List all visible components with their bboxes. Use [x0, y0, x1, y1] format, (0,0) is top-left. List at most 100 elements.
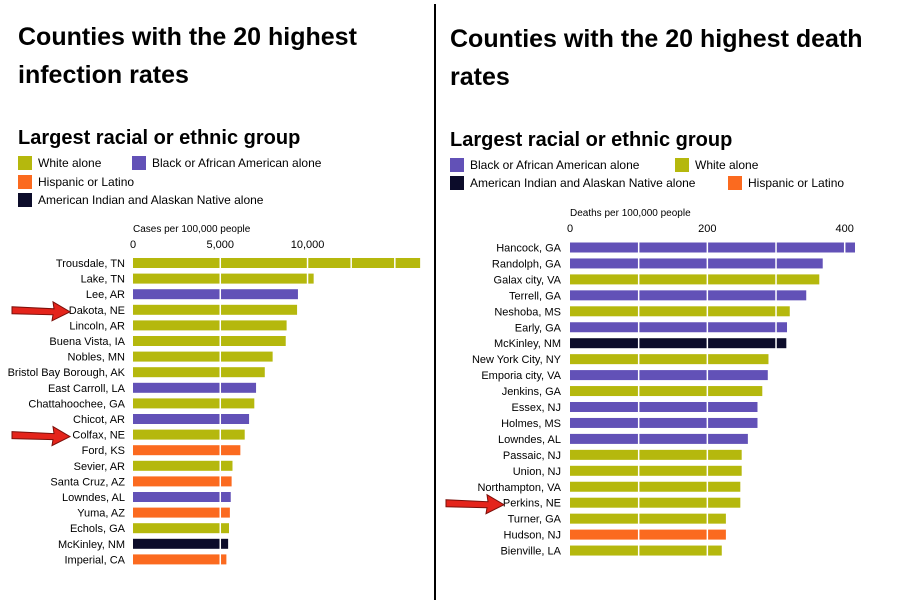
- bar: [570, 481, 741, 492]
- bar: [570, 433, 748, 444]
- legend-label: Hispanic or Latino: [748, 176, 845, 190]
- bar: [570, 258, 823, 269]
- legend-label: American Indian and Alaskan Native alone: [38, 193, 264, 207]
- bar: [133, 304, 298, 315]
- bar: [133, 554, 227, 565]
- category-label: Colfax, NE: [72, 430, 125, 442]
- bar: [570, 338, 787, 349]
- bar: [570, 465, 742, 476]
- legend-item-hispanic: Hispanic or Latino: [18, 175, 134, 189]
- bar: [133, 398, 255, 409]
- bar: [570, 242, 855, 253]
- legend-item-black: Black or African American alone: [450, 158, 639, 172]
- category-label: Perkins, NE: [503, 498, 561, 510]
- category-label: Lee, AR: [86, 289, 125, 301]
- bar: [133, 367, 265, 378]
- x-tick-label: 200: [698, 223, 716, 235]
- category-label: Hudson, NJ: [504, 530, 561, 542]
- legend-swatch: [450, 176, 464, 190]
- bar: [570, 306, 790, 317]
- category-label: Passaic, NJ: [503, 450, 561, 462]
- category-label: Bienville, LA: [500, 546, 561, 558]
- bar: [133, 414, 250, 424]
- bar: [570, 354, 769, 365]
- chart-title: Counties with the 20 highest infection r…: [18, 23, 357, 89]
- legend-item-native: American Indian and Alaskan Native alone: [18, 193, 263, 207]
- category-label: Dakota, NE: [69, 305, 125, 317]
- legend-item-black: Black or African American alone: [132, 156, 321, 170]
- bar: [570, 417, 758, 428]
- category-label: New York City, NY: [472, 354, 562, 366]
- category-label: Early, GA: [515, 322, 562, 334]
- bar: [133, 523, 229, 534]
- category-label: Essex, NJ: [511, 402, 561, 414]
- bar: [133, 476, 232, 487]
- legend-swatch: [18, 156, 32, 170]
- bar: [133, 382, 257, 393]
- legend-swatch: [450, 158, 464, 172]
- category-label: McKinley, NM: [58, 539, 125, 551]
- legend-label: Hispanic or Latino: [38, 175, 135, 189]
- infection-rates-panel: Counties with the 20 highest infection r…: [0, 0, 434, 603]
- category-label: Chicot, AR: [73, 414, 125, 426]
- bar: [570, 529, 726, 540]
- legend-item-white: White alone: [18, 156, 101, 170]
- death-rate-chart: Deaths per 100,000 people 0 200 400 Hancock,…: [445, 208, 855, 562]
- category-label: East Carroll, LA: [48, 383, 126, 395]
- bar: [570, 497, 741, 508]
- x-tick-label: 0: [130, 239, 136, 251]
- category-label: Trousdale, TN: [56, 258, 125, 270]
- red-arrow-icon: [11, 300, 72, 322]
- bar: [570, 545, 722, 556]
- bar: [570, 274, 820, 285]
- category-label: Sevier, AR: [74, 461, 125, 473]
- legend-title: Largest racial or ethnic group: [450, 129, 733, 151]
- legend-label: Black or African American alone: [152, 156, 322, 170]
- category-label: Santa Cruz, AZ: [50, 476, 125, 488]
- bar: [570, 513, 726, 524]
- bar: [133, 538, 229, 549]
- x-tick-label: 5,000: [207, 239, 235, 251]
- bar: [570, 386, 763, 397]
- legend-swatch: [132, 156, 146, 170]
- infection-rate-chart: Cases per 100,000 people 0 5,000 10,000 Trou…: [8, 224, 421, 570]
- legend-label: Black or African American alone: [470, 158, 640, 172]
- bar: [570, 322, 788, 333]
- category-label: McKinley, NM: [494, 338, 561, 350]
- legend-swatch: [18, 175, 32, 189]
- category-label: Northampton, VA: [477, 482, 561, 494]
- category-label: Randolph, GA: [492, 258, 562, 270]
- category-label: Chattahoochee, GA: [28, 398, 125, 410]
- x-tick-label: 0: [567, 223, 573, 235]
- x-tick-label: 10,000: [291, 239, 325, 251]
- category-label: Nobles, MN: [68, 352, 126, 364]
- red-arrow-icon: [445, 493, 506, 515]
- bar: [570, 290, 807, 301]
- legend-swatch: [728, 176, 742, 190]
- category-label: Galax city, VA: [494, 274, 562, 286]
- legend-swatch: [675, 158, 689, 172]
- bar: [133, 336, 286, 346]
- bar: [133, 289, 298, 300]
- legend-label: American Indian and Alaskan Native alone: [470, 176, 696, 190]
- red-arrow-icon: [11, 425, 72, 447]
- bar: [133, 351, 273, 362]
- legend-title: Largest racial or ethnic group: [18, 127, 301, 149]
- bar: [133, 492, 231, 502]
- bar: [570, 402, 758, 412]
- category-label: Terrell, GA: [509, 290, 562, 302]
- category-label: Imperial, CA: [64, 554, 125, 566]
- category-label: Jenkins, GA: [502, 386, 562, 398]
- category-label: Lincoln, AR: [69, 320, 125, 332]
- chart-title: Counties with the 20 highest death rates: [450, 25, 863, 91]
- legend-label: White alone: [38, 156, 102, 170]
- category-label: Buena Vista, IA: [49, 336, 125, 348]
- bar: [133, 429, 245, 440]
- category-label: Turner, GA: [508, 514, 562, 526]
- category-label: Neshoba, MS: [494, 306, 561, 318]
- category-label: Lowndes, AL: [62, 492, 125, 504]
- x-axis-label: Deaths per 100,000 people: [570, 208, 691, 219]
- category-label: Bristol Bay Borough, AK: [8, 367, 126, 379]
- bar: [133, 273, 314, 284]
- bar: [570, 449, 742, 460]
